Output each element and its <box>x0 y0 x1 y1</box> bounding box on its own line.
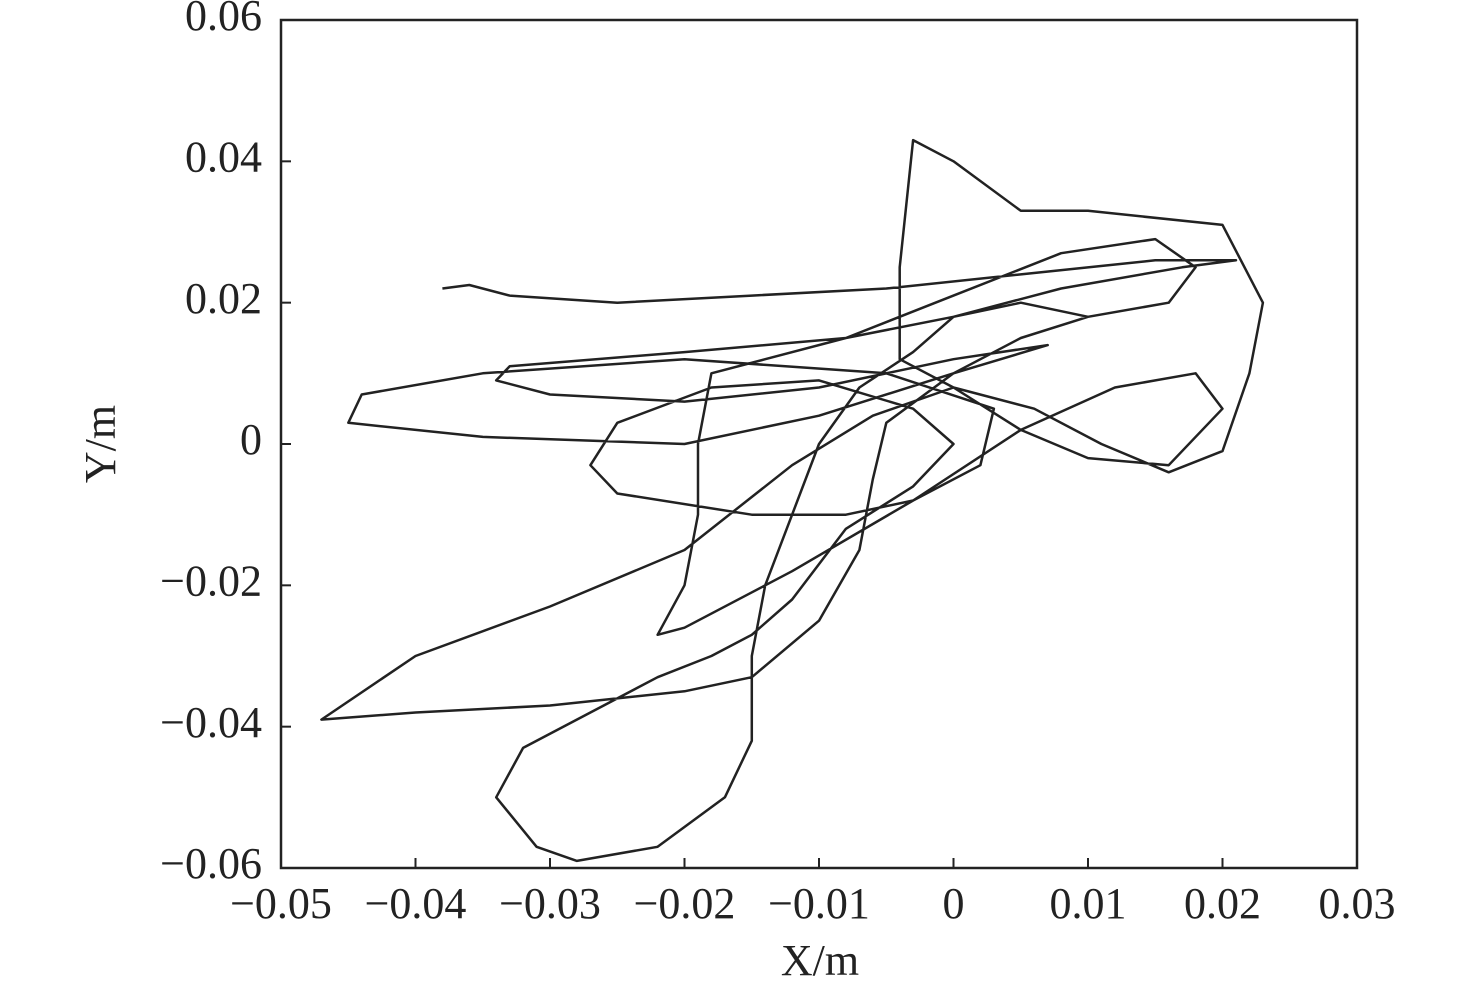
trajectory-line <box>320 138 1265 863</box>
y-tick-label: −0.02 <box>160 556 262 605</box>
x-tick-label: −0.05 <box>230 879 332 928</box>
x-tick-label: 0.03 <box>1319 879 1396 928</box>
y-tick-label: 0.02 <box>185 274 262 323</box>
y-tick-label: −0.06 <box>160 839 262 888</box>
y-tick-label: 0 <box>240 415 262 464</box>
x-tick-label: −0.03 <box>499 879 601 928</box>
y-tick-label: −0.04 <box>160 698 262 747</box>
y-tick-label: 0.04 <box>185 132 262 181</box>
x-tick-label: −0.04 <box>365 879 467 928</box>
y-axis-label: Y/m <box>76 405 125 483</box>
y-tick-label: 0.06 <box>185 0 262 40</box>
x-tick-label: 0 <box>943 879 965 928</box>
x-tick-label: −0.01 <box>768 879 870 928</box>
x-tick-label: −0.02 <box>634 879 736 928</box>
x-axis-label: X/m <box>781 936 859 985</box>
x-tick-label: 0.01 <box>1050 879 1127 928</box>
x-tick-label: 0.02 <box>1184 879 1261 928</box>
